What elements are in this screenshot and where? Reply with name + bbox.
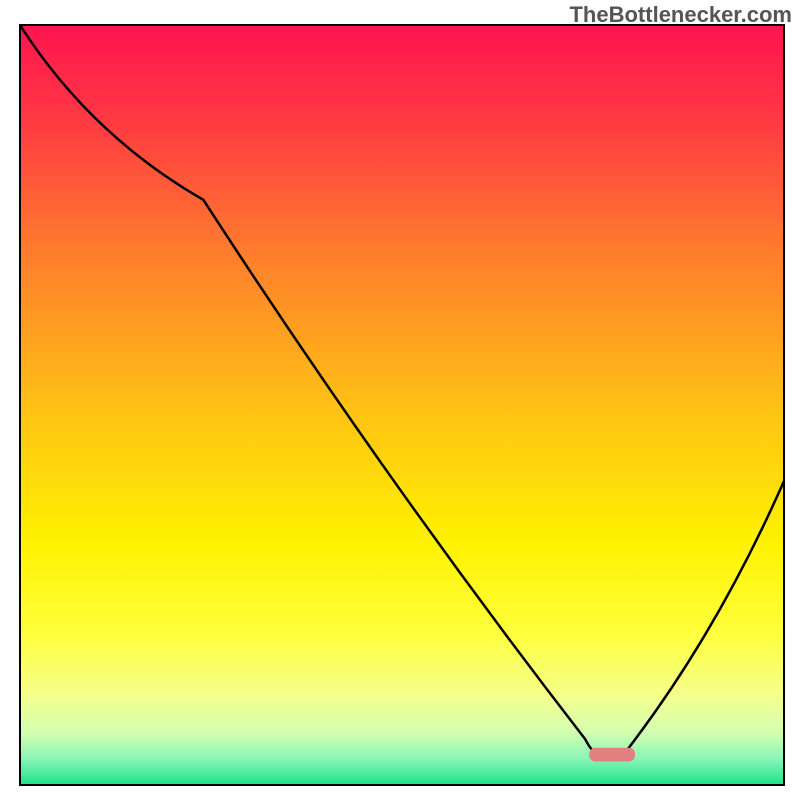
watermark-text: TheBottlenecker.com (569, 2, 792, 28)
chart-background (20, 25, 784, 785)
bottleneck-chart (0, 0, 800, 800)
optimal-marker (589, 748, 635, 762)
